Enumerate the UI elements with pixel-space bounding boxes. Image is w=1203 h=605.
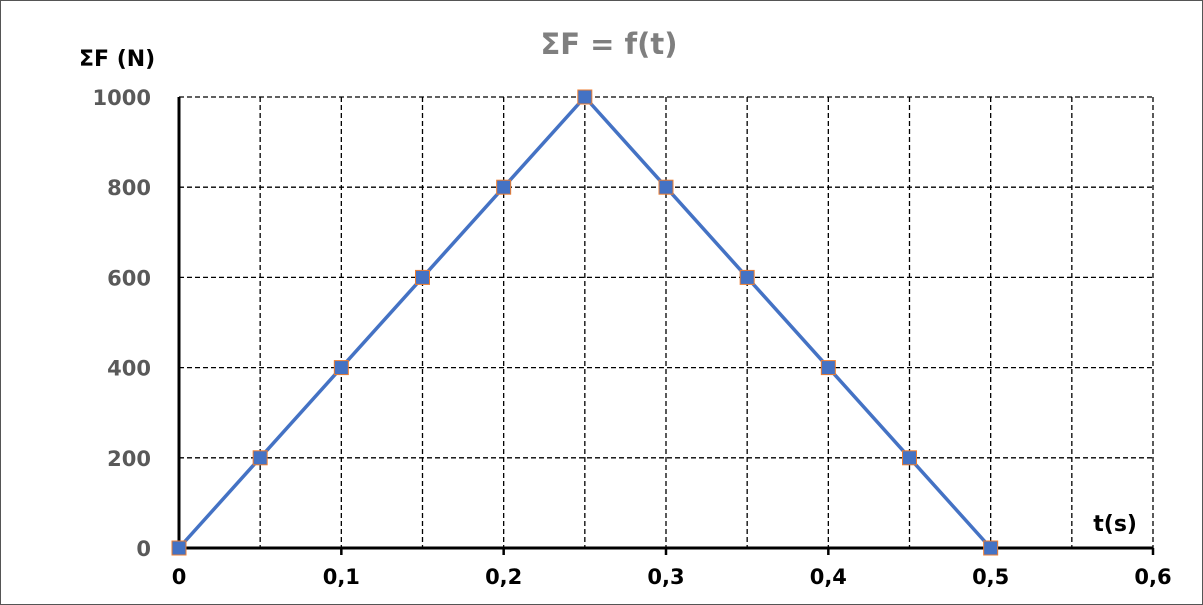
data-point <box>739 269 755 285</box>
data-point <box>333 360 349 376</box>
x-tick-label: 0,5 <box>972 565 1009 589</box>
x-tick-label: 0,3 <box>647 565 684 589</box>
y-tick-label: 1000 <box>93 86 151 110</box>
x-tick-label: 0,2 <box>485 565 522 589</box>
data-point <box>577 89 593 105</box>
x-axis-title: t(s) <box>1093 512 1137 537</box>
series-layer <box>171 89 999 556</box>
data-point <box>252 450 268 466</box>
y-axis-title: ΣF (N) <box>79 47 155 72</box>
y-tick-label: 800 <box>107 176 151 200</box>
y-tick-label: 400 <box>107 357 151 381</box>
data-point <box>415 269 430 285</box>
data-point <box>983 540 999 556</box>
x-tick-label: 0,1 <box>323 565 360 589</box>
x-tick-label: 0,6 <box>1134 565 1171 589</box>
y-tick-label: 0 <box>136 537 151 561</box>
data-point <box>496 179 512 195</box>
data-point <box>171 540 187 556</box>
x-tick-label: 0 <box>172 565 187 589</box>
grid-lines <box>179 96 1154 548</box>
y-tick-label: 200 <box>107 447 151 471</box>
y-tick-label: 600 <box>107 266 151 290</box>
data-point <box>820 360 836 376</box>
chart-title: ΣF = f(t) <box>540 27 677 61</box>
data-point <box>902 450 917 466</box>
x-tick-label: 0,4 <box>810 565 847 589</box>
tick-labels: 0 0,1 0,2 0,3 0,4 0,5 0,6 0 200 400 600 800 1000 <box>93 86 1172 589</box>
data-point <box>658 179 674 195</box>
